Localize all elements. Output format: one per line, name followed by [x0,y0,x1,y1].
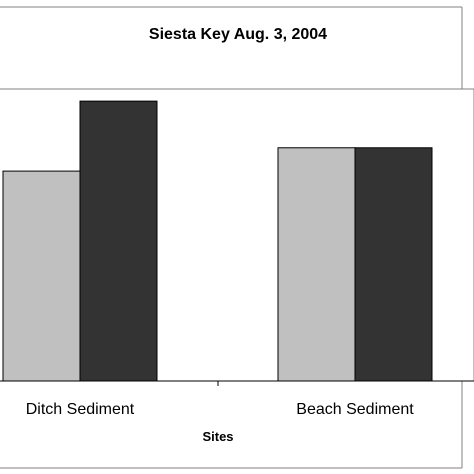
x-tick-label: Beach Sediment [296,401,414,418]
bar-ditch-sediment-series-2 [79,100,158,382]
x-tick-label: Ditch Sediment [26,401,135,418]
bars-layer [2,100,433,382]
x-axis-title: Sites [202,429,233,444]
bar-beach-sediment-series-2 [354,147,433,382]
chart-title: Siesta Key Aug. 3, 2004 [149,26,327,43]
bar-beach-sediment-series-1 [277,147,356,382]
tick-labels-layer: Ditch Sediment Beach Sediment [26,401,415,418]
bar-ditch-sediment-series-1 [2,170,81,382]
